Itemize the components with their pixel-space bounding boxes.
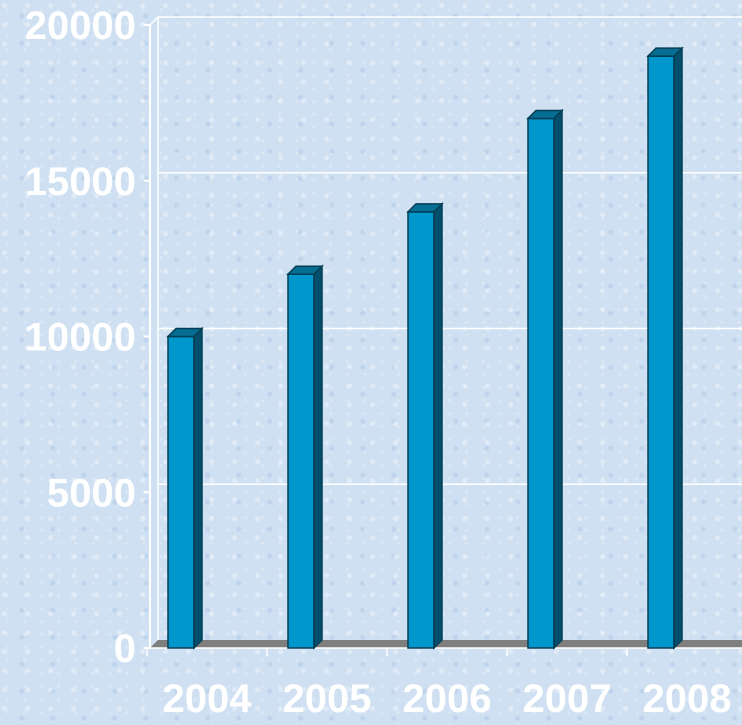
bars bbox=[166, 46, 684, 650]
tick-labels: 0 5000 10000 15000 20000 2004 2005 2006 2007 2008 bbox=[25, 4, 732, 721]
bar-front bbox=[167, 335, 195, 649]
bar-top bbox=[406, 203, 444, 213]
bar-top bbox=[526, 109, 564, 120]
bar-top bbox=[286, 265, 324, 275]
bar-side bbox=[193, 326, 203, 650]
bar-front bbox=[287, 273, 315, 649]
y-tick-label: 5000 bbox=[47, 471, 136, 515]
axes bbox=[144, 16, 742, 656]
bar-side bbox=[433, 202, 443, 650]
y-tick-label: 10000 bbox=[25, 316, 136, 360]
x-tick-label: 2004 bbox=[163, 677, 253, 720]
x-tick-label: 2006 bbox=[403, 677, 492, 720]
x-tick-label: 2005 bbox=[283, 677, 372, 720]
bar bbox=[166, 326, 204, 650]
bar-top bbox=[646, 47, 684, 57]
y-tick-label: 0 bbox=[114, 627, 136, 671]
x-tick-label: 2008 bbox=[643, 677, 732, 720]
bar-side bbox=[313, 264, 323, 650]
bar bbox=[406, 202, 444, 650]
bar bbox=[286, 264, 324, 650]
bar-top bbox=[166, 327, 204, 338]
bar-front bbox=[527, 117, 555, 649]
y-axis-top-connector bbox=[149, 16, 159, 26]
y-tick-label: 20000 bbox=[25, 4, 136, 48]
bar-front bbox=[407, 211, 435, 649]
bar bbox=[526, 108, 564, 650]
y-tick-label: 15000 bbox=[25, 160, 136, 204]
x-tick-label: 2007 bbox=[523, 677, 612, 720]
bar bbox=[646, 46, 684, 650]
bar-side bbox=[553, 108, 563, 650]
bar-side bbox=[673, 46, 683, 650]
bar-front bbox=[647, 55, 675, 649]
gridlines bbox=[158, 16, 742, 485]
